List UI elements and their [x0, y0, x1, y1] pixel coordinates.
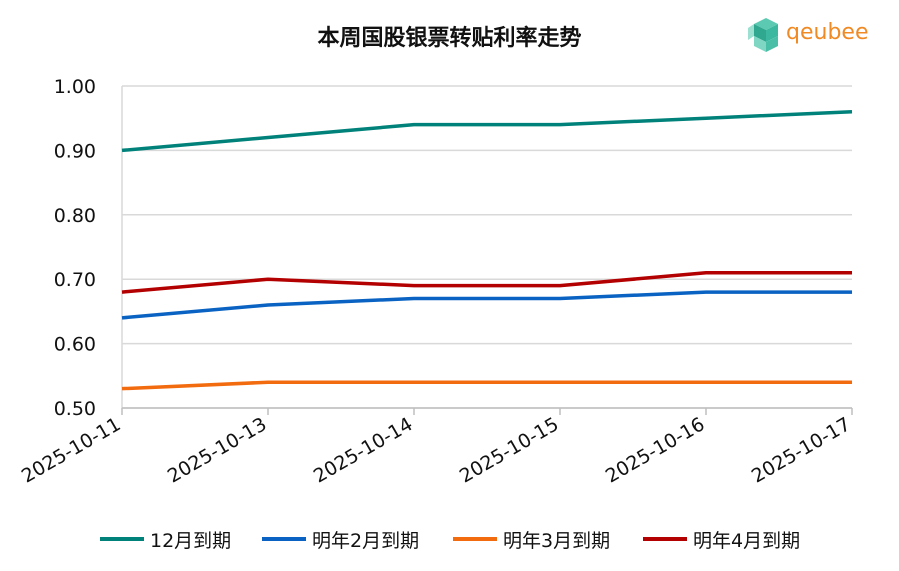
legend-item: 明年2月到期	[262, 525, 419, 553]
series-lines	[121, 110, 853, 391]
y-tick-label: 1.00	[54, 76, 96, 98]
legend-swatch	[262, 537, 306, 541]
legend-item: 明年4月到期	[643, 525, 800, 553]
legend: 12月到期 明年2月到期 明年3月到期 明年4月到期	[0, 525, 899, 553]
series-line-2	[121, 380, 852, 391]
y-tick-label: 0.70	[54, 269, 96, 291]
y-tick-label: 0.90	[54, 140, 96, 162]
legend-swatch	[100, 537, 144, 541]
x-tick-labels: 2025-10-11 2025-10-13 2025-10-14 2025-10-15…	[18, 413, 855, 487]
line-chart: 1.000.900.800.700.600.50 2025-10-11 2025-…	[18, 76, 855, 488]
legend-label: 明年3月到期	[503, 529, 611, 552]
legend-label: 明年2月到期	[312, 529, 420, 552]
legend-item: 12月到期	[100, 525, 231, 553]
legend-item: 明年3月到期	[453, 525, 610, 553]
logo-text: qeubee	[786, 20, 869, 45]
grid-lines	[122, 85, 852, 409]
series-line-3	[121, 271, 852, 294]
y-tick-label: 0.50	[54, 398, 96, 420]
x-tick-label: 2025-10-13	[164, 413, 271, 487]
x-tick-label: 2025-10-11	[18, 413, 125, 487]
axes	[121, 86, 853, 415]
y-tick-labels: 1.00 0.90 0.80 0.70 0.60 0.50	[54, 76, 96, 420]
legend-label: 明年4月到期	[693, 529, 801, 552]
x-tick-label: 2025-10-17	[748, 413, 855, 487]
x-tick-label: 2025-10-16	[602, 413, 709, 487]
legend-swatch	[643, 537, 687, 541]
y-tick-label: 0.80	[54, 205, 96, 227]
legend-label: 12月到期	[150, 529, 232, 552]
y-tick-label: 0.60	[54, 334, 96, 356]
qeubee-logo: qeubee	[748, 16, 868, 56]
x-tick-label: 2025-10-14	[310, 413, 417, 487]
legend-swatch	[453, 537, 497, 541]
x-tick-label: 2025-10-15	[456, 413, 563, 487]
cube-logo-icon	[748, 18, 778, 52]
series-line-1	[121, 290, 852, 320]
chart-title: 本周国股银票转贴利率走势	[317, 26, 582, 51]
series-line-0	[121, 110, 853, 153]
